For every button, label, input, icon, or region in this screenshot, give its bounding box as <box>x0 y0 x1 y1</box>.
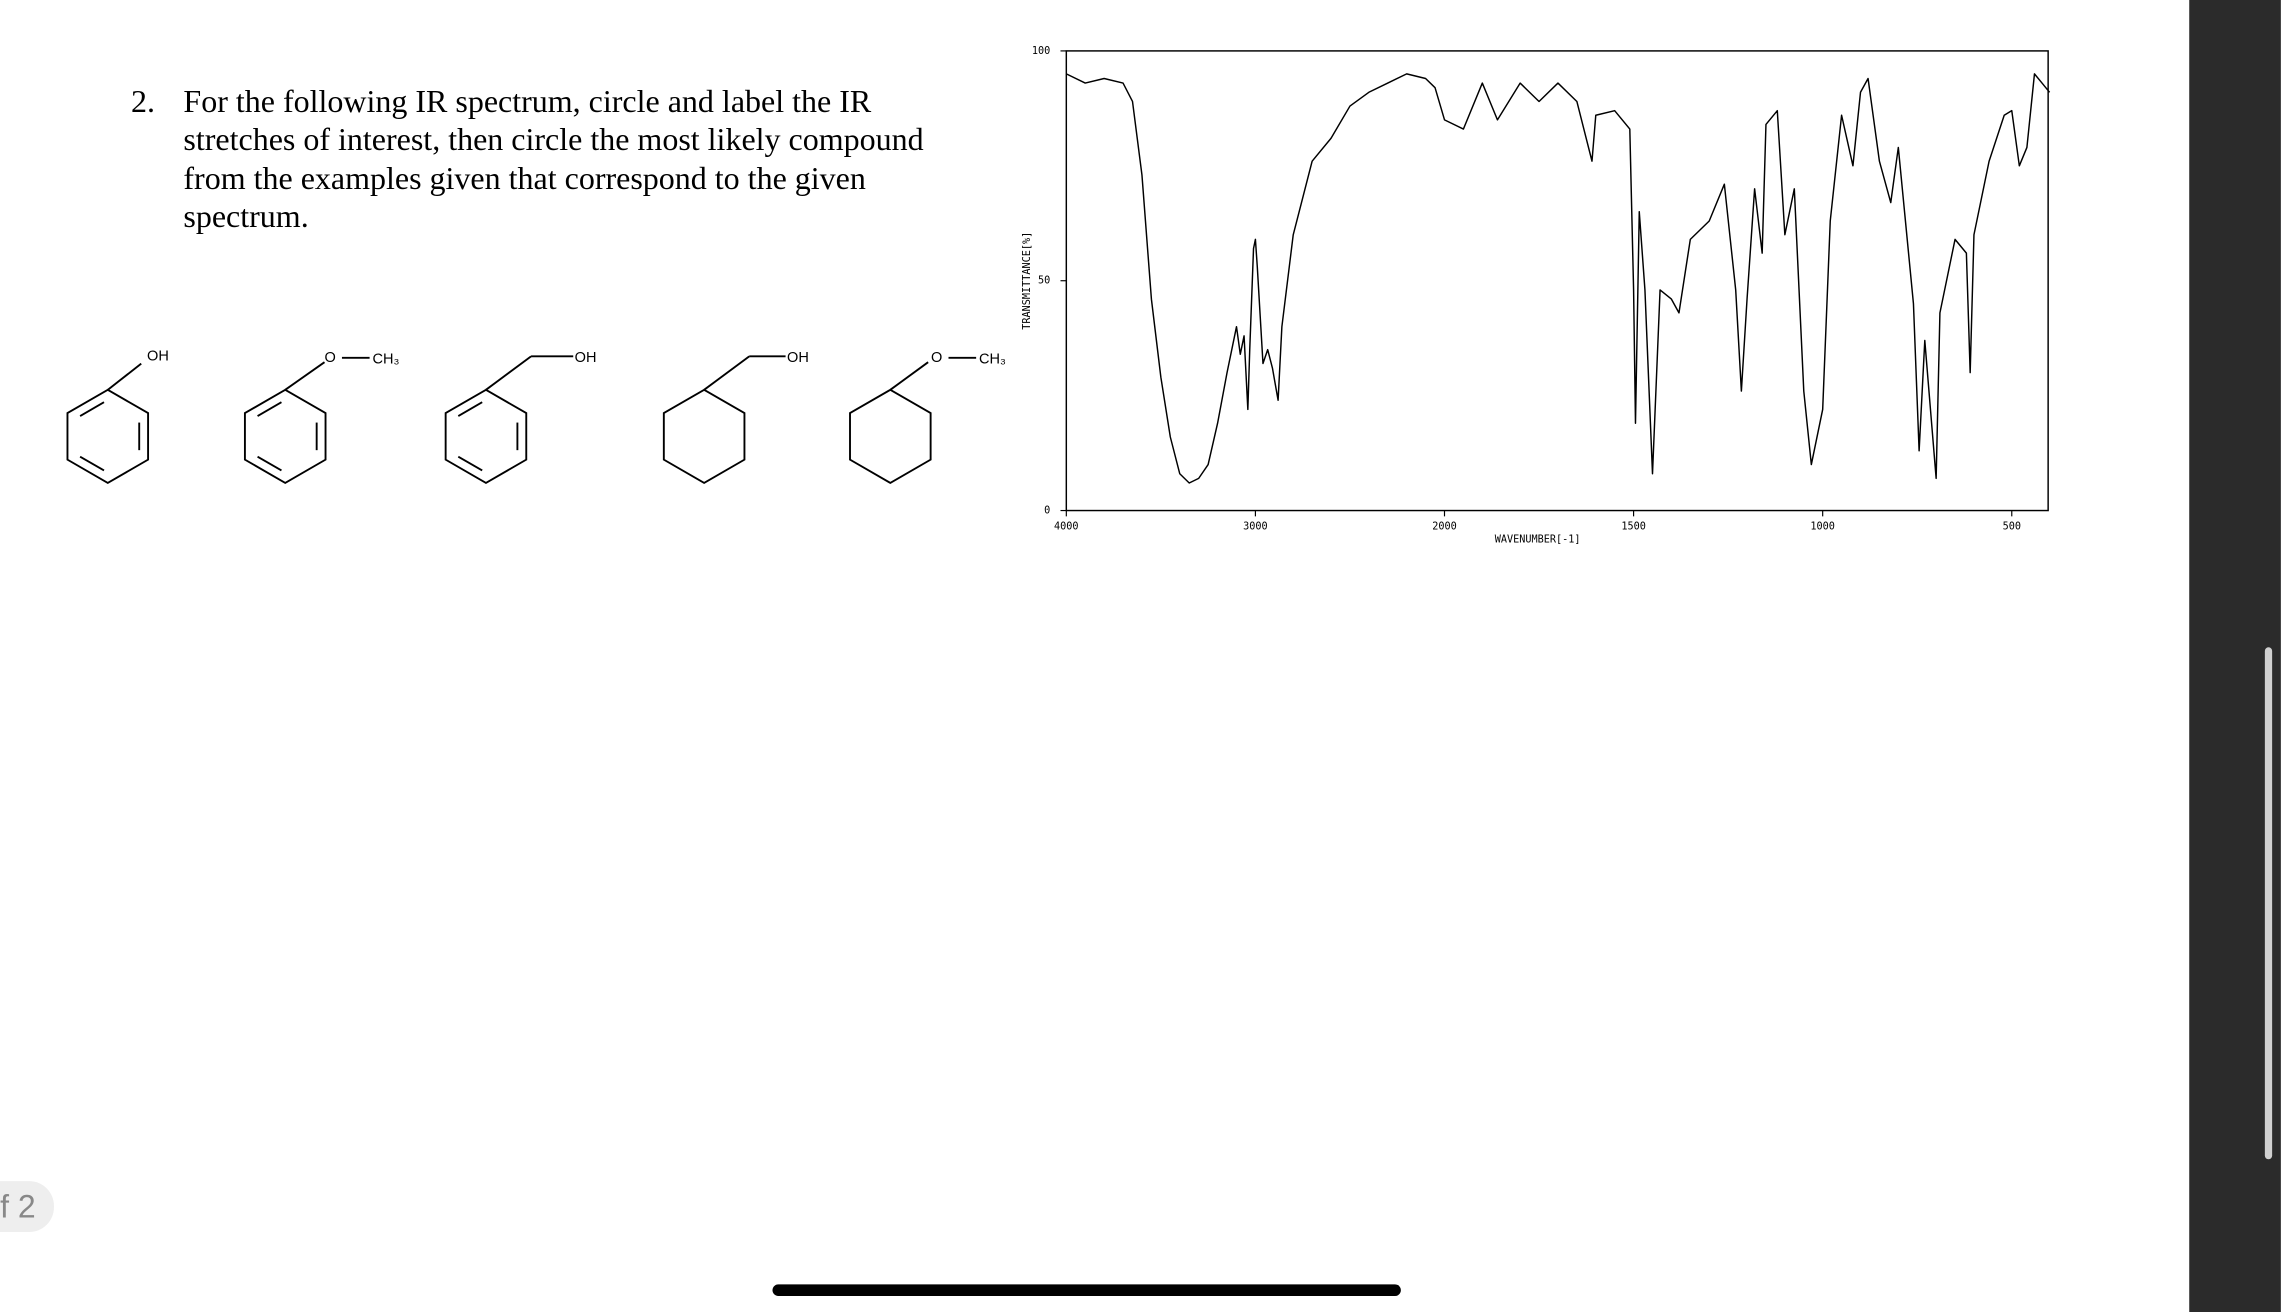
x-tick-label: 4000 <box>1054 521 1079 532</box>
page-indicator-bg <box>0 1181 54 1232</box>
document <box>0 0 2189 1312</box>
atom-label: O <box>325 350 336 366</box>
plot-frame <box>1065 50 2049 512</box>
molecules <box>66 355 977 485</box>
double-bond <box>257 401 282 417</box>
atom-label: OH <box>147 349 169 365</box>
ring <box>66 388 150 485</box>
ring <box>444 388 528 485</box>
y-tick-label: 50 <box>1038 276 1050 287</box>
question-line: stretches of interest, then circle the m… <box>183 121 923 157</box>
x-tick-label: 1000 <box>1810 521 1835 532</box>
x-tick-label: 500 <box>2003 521 2021 532</box>
ring <box>662 388 746 485</box>
question-line: from the examples given that correspond … <box>183 160 865 196</box>
bond <box>485 355 532 391</box>
question-number: 2. <box>131 83 155 119</box>
bond <box>107 362 142 391</box>
double-bond <box>457 401 483 417</box>
y-tick-label: 0 <box>1044 505 1050 516</box>
double-bond <box>457 455 483 472</box>
ring <box>243 388 327 485</box>
x-tick-label: 3000 <box>1243 521 1268 532</box>
question-line: spectrum. <box>183 198 308 234</box>
spectrum-line <box>1066 73 2051 484</box>
bond <box>703 355 750 391</box>
scrollbar-thumb[interactable] <box>2264 647 2273 1160</box>
atom-label: OH <box>787 350 809 366</box>
ring <box>849 388 932 485</box>
atom-label: O <box>931 350 942 366</box>
x-axis-label: WAVENUMBER[-1] <box>1495 535 1581 546</box>
bond <box>889 361 929 391</box>
y-axis-label: TRANSMITTANCE[%] <box>1022 232 1033 330</box>
home-indicator <box>772 1284 1401 1296</box>
question-line: For the following IR spectrum, circle an… <box>183 83 871 119</box>
atom-label: CH₃ <box>373 352 400 368</box>
x-tick-label: 1500 <box>1621 521 1646 532</box>
double-bond <box>257 455 282 472</box>
double-bond <box>79 455 105 472</box>
ir-spectrum: WAVENUMBER[-1] TRANSMITTANCE[%] 0 50 100 40… <box>1022 46 2051 546</box>
atom-label: CH₃ <box>979 352 1006 368</box>
x-tick-label: 2000 <box>1432 521 1457 532</box>
double-bond <box>79 401 105 417</box>
atom-label: OH <box>575 350 597 366</box>
y-tick-label: 100 <box>1032 46 1050 57</box>
page-indicator: f 2 <box>0 1188 36 1224</box>
bond <box>284 361 326 391</box>
